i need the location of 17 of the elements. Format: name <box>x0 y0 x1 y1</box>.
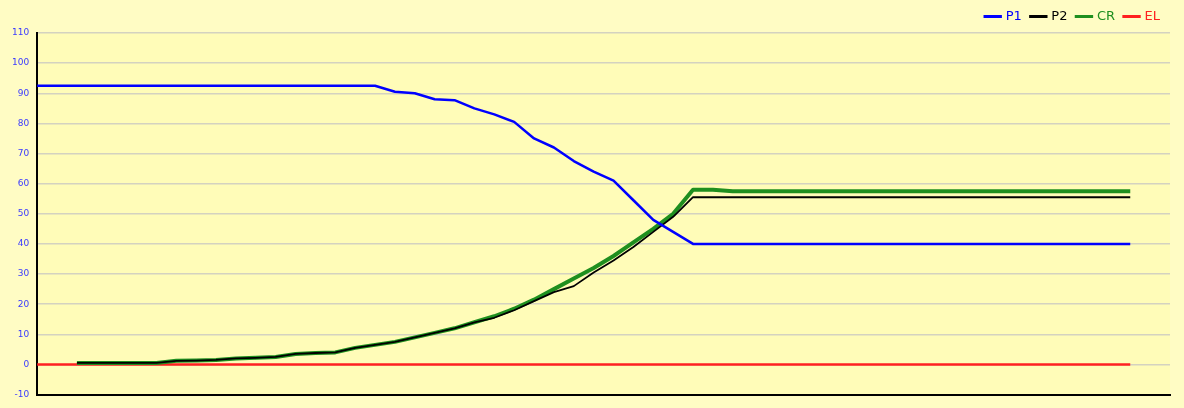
y-tick-label: 10 <box>17 328 30 339</box>
y-tick-label: 20 <box>17 298 30 309</box>
y-tick-label: 90 <box>17 87 30 98</box>
y-tick-label: 30 <box>17 268 30 279</box>
y-tick-label: 80 <box>17 117 30 128</box>
legend-label: P2 <box>1051 7 1068 23</box>
legend-label: EL <box>1144 7 1161 23</box>
y-tick-label: 60 <box>17 178 30 189</box>
legend-label: P1 <box>1005 7 1022 23</box>
y-tick-label: 40 <box>17 238 30 249</box>
y-tick-label: 70 <box>17 147 30 158</box>
y-tick-label: -10 <box>14 388 30 399</box>
y-tick-label: 0 <box>23 358 30 369</box>
y-tick-label: 110 <box>11 27 30 38</box>
y-tick-label: 50 <box>17 208 30 219</box>
y-tick-label: 100 <box>11 57 30 68</box>
legend-label: CR <box>1096 7 1116 23</box>
